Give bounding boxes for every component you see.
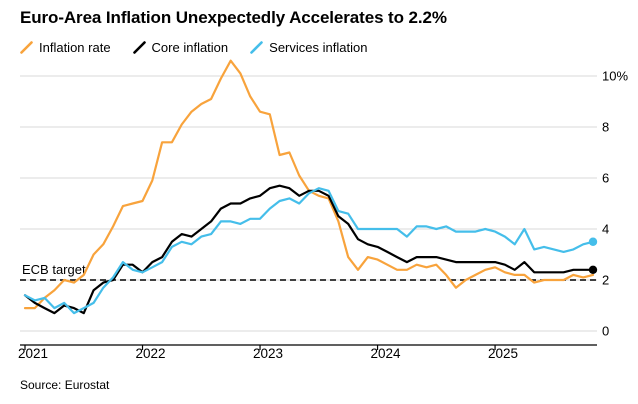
series-line-core-inflation xyxy=(23,184,595,315)
line-swatch-icon xyxy=(250,41,263,54)
series-line-inflation-rate xyxy=(23,59,595,310)
x-axis-label: 2025 xyxy=(488,346,518,361)
x-axis-label: 2024 xyxy=(371,346,402,361)
y-axis-label: 2 xyxy=(602,273,609,288)
legend-label: Core inflation xyxy=(151,40,229,55)
chart-title: Euro-Area Inflation Unexpectedly Acceler… xyxy=(20,8,447,27)
ecb-target-label: ECB target xyxy=(22,262,86,277)
y-axis-label: 6 xyxy=(602,171,609,186)
legend-item-services-inflation: Services inflation xyxy=(250,40,367,55)
y-axis-label: 0 xyxy=(602,324,609,339)
inflation-chart: 0 2 4 6 8 10% ECB target 2021 2022 2023 2024 2025 xyxy=(18,59,628,361)
y-axis-label: 4 xyxy=(602,222,609,237)
legend-item-inflation-rate: Inflation rate xyxy=(20,40,111,55)
line-swatch-icon xyxy=(20,41,33,54)
legend-label: Services inflation xyxy=(269,40,368,55)
x-axis-label: 2023 xyxy=(253,346,283,361)
endpoint-dot-core-inflation xyxy=(588,265,598,274)
y-axis-label: 10% xyxy=(602,69,628,84)
legend: Inflation rate Core inflation Services i… xyxy=(20,40,367,55)
legend-label: Inflation rate xyxy=(39,40,111,55)
x-axis-label: 2021 xyxy=(18,346,48,361)
x-axis-label: 2022 xyxy=(135,346,165,361)
endpoint-dot-services-inflation xyxy=(588,237,598,246)
y-axis-label: 8 xyxy=(602,120,609,135)
series-line-services-inflation xyxy=(23,187,595,315)
legend-item-core-inflation: Core inflation xyxy=(132,40,229,55)
source-note: Source: Eurostat xyxy=(20,378,110,392)
line-swatch-icon xyxy=(132,41,146,54)
